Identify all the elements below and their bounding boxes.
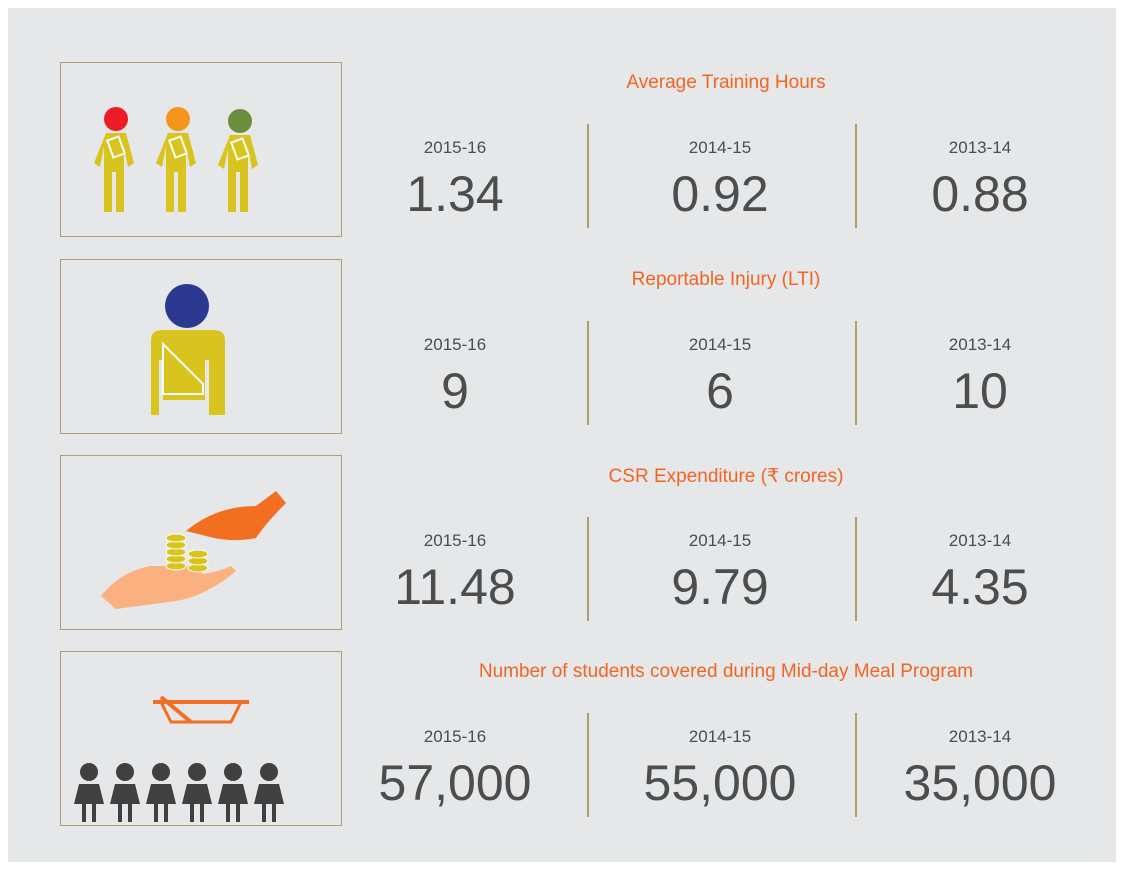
year-label: 2014-15 [688, 335, 752, 354]
icon-csr [60, 455, 342, 630]
page: Average Training Hours 2015-16 1.34 2014-15… [8, 8, 1116, 862]
section-title: CSR Expenditure (₹ crores) [608, 466, 844, 487]
year-label: 2014-15 [688, 531, 752, 550]
year-label: 2013-14 [948, 727, 1012, 746]
metric-value: 6 [706, 363, 734, 419]
year-label: 2015-16 [423, 138, 487, 157]
metric-value: 4.35 [931, 559, 1029, 615]
divider [587, 124, 589, 228]
year-label: 2013-14 [948, 335, 1012, 354]
divider [587, 321, 589, 425]
metric-value: 9 [441, 363, 469, 419]
section-title: Number of students covered during Mid-da… [478, 661, 974, 682]
year-label: 2013-14 [948, 531, 1012, 550]
divider [587, 713, 589, 817]
year-label: 2015-16 [423, 727, 487, 746]
year-label: 2015-16 [423, 335, 487, 354]
icon-injury [60, 259, 342, 434]
metric-value: 0.88 [931, 166, 1029, 222]
icon-meal [60, 651, 342, 826]
metric-value: 10 [952, 363, 1008, 419]
year-label: 2014-15 [688, 727, 752, 746]
metric-value: 0.92 [671, 166, 769, 222]
divider [855, 124, 857, 228]
section-title: Reportable Injury (LTI) [631, 269, 821, 290]
metric-value: 35,000 [903, 755, 1057, 811]
metric-value: 55,000 [643, 755, 797, 811]
year-label: 2013-14 [948, 138, 1012, 157]
metric-value: 11.48 [394, 559, 516, 615]
metric-value: 9.79 [671, 559, 769, 615]
metric-value: 1.34 [406, 166, 504, 222]
divider [587, 517, 589, 621]
divider [855, 713, 857, 817]
year-label: 2015-16 [423, 531, 487, 550]
divider [855, 321, 857, 425]
icon-training [60, 62, 342, 237]
year-label: 2014-15 [688, 138, 752, 157]
section-title: Average Training Hours [626, 72, 826, 93]
divider [855, 517, 857, 621]
metric-value: 57,000 [378, 755, 532, 811]
